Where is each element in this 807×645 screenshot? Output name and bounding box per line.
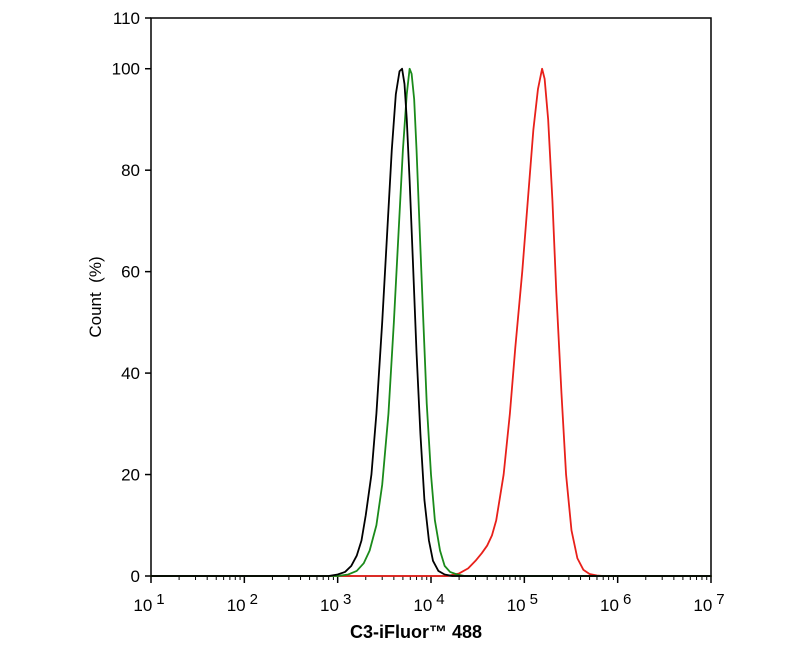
x-tick-label: 10 7 xyxy=(693,591,724,615)
x-tick-label-base: 10 xyxy=(600,596,619,615)
y-tick-label: 110 xyxy=(113,9,140,28)
x-tick-label: 10 6 xyxy=(600,591,631,615)
y-axis-label: Count (%) xyxy=(86,256,105,337)
series-line-1 xyxy=(150,67,712,577)
series-line-0 xyxy=(150,67,712,577)
y-tick-label: 100 xyxy=(112,60,140,79)
x-tick-label-base: 10 xyxy=(227,596,246,615)
x-tick-label: 10 1 xyxy=(133,591,164,615)
x-tick-label-base: 10 xyxy=(693,596,712,615)
x-tick-label: 10 4 xyxy=(413,591,444,615)
x-tick-label-exponent: 3 xyxy=(343,591,351,608)
x-tick-label-exponent: 7 xyxy=(716,591,724,608)
y-tick-label: 80 xyxy=(121,161,140,180)
x-tick-label-exponent: 6 xyxy=(623,591,631,608)
x-tick-label-exponent: 5 xyxy=(530,591,538,608)
y-axis: 0 20 40 60 80 100 110 xyxy=(112,9,151,586)
x-tick-label: 10 5 xyxy=(507,591,538,615)
x-tick-label-base: 10 xyxy=(507,596,526,615)
x-tick-label-base: 10 xyxy=(320,596,339,615)
y-tick-label: 60 xyxy=(121,263,140,282)
y-tick-label: 20 xyxy=(121,466,140,485)
x-tick-label-exponent: 2 xyxy=(250,591,258,608)
x-tick-label-exponent: 4 xyxy=(436,591,444,608)
y-tick-label: 0 xyxy=(131,567,140,586)
x-tick-label-base: 10 xyxy=(133,596,152,615)
x-tick-label-exponent: 1 xyxy=(156,591,164,608)
x-tick-label: 10 2 xyxy=(227,591,258,615)
series-line-2 xyxy=(150,67,712,577)
y-tick-label: 40 xyxy=(121,364,140,383)
x-tick-label: 10 3 xyxy=(320,591,351,615)
x-tick-label-base: 10 xyxy=(413,596,432,615)
x-axis-label: C3-iFluor™ 488 xyxy=(350,622,482,642)
series-layer xyxy=(150,67,712,577)
x-axis: 10 1 10 2 10 3 10 4 10 5 10 6 10 7 xyxy=(133,576,725,615)
plot-area-frame xyxy=(150,17,712,577)
